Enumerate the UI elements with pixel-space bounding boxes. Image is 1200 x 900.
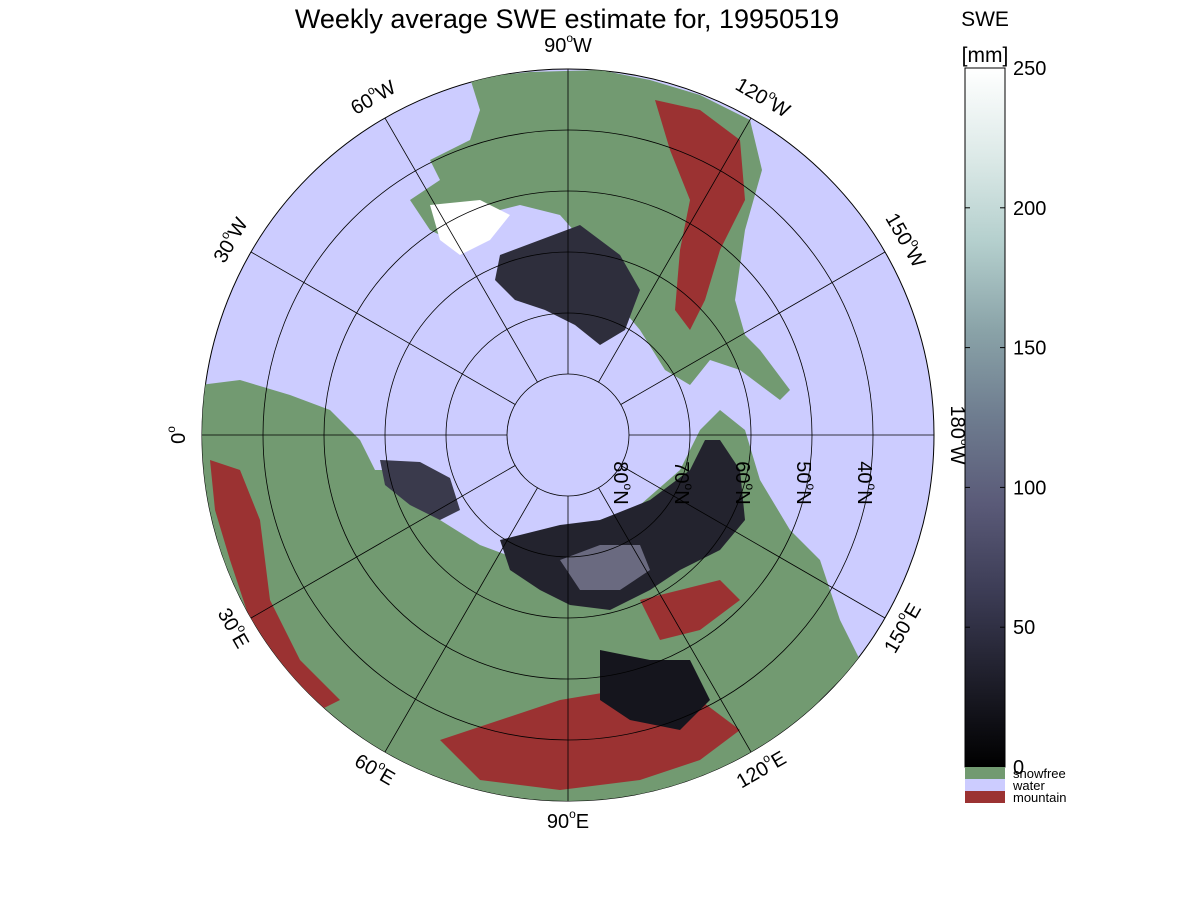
meridian-line (384, 117, 538, 383)
longitude-label: 90oW (544, 31, 592, 57)
category-label: mountain (1013, 790, 1066, 805)
meridian-line (620, 251, 886, 405)
colorbar-label-swe: SWE (961, 8, 1009, 31)
meridian-line (598, 117, 752, 383)
latitude-label: 60oN (731, 461, 757, 504)
colorbar-tick-label: 150 (1013, 338, 1046, 360)
snow-siberia (500, 440, 745, 610)
colorbar-tick-label: 200 (1013, 198, 1046, 220)
colorbar-ticks: 0 50 100 150 200 250 (965, 58, 1046, 779)
category-swatch (965, 779, 1005, 791)
landmass-greenland (495, 225, 640, 345)
colorbar-label-unit: [mm] (962, 44, 1009, 67)
longitude-label: 30oW (206, 212, 253, 267)
latitude-label: 50oN (792, 461, 818, 504)
graticule (202, 69, 934, 801)
mountain-rockies (655, 100, 745, 330)
map-title: Weekly average SWE estimate for, 1995051… (295, 4, 839, 34)
colorbar: SWE [mm] 0 50 100 150 200 250 snowfreewatermo… (961, 8, 1066, 805)
latitude-label: 70oN (670, 461, 696, 504)
colorbar-tick-label: 0 (1013, 757, 1024, 779)
land-layer (202, 70, 860, 801)
longitude-label: 60oW (345, 73, 400, 120)
polar-map: 90oW60oW30oW0o30oE60oE90oE120oE150oE180o… (164, 31, 972, 833)
category-swatch (965, 791, 1005, 803)
mountain-europe (210, 460, 340, 710)
snow-scandinavia (380, 460, 460, 520)
mountain-east-siberia (640, 580, 740, 640)
category-label: water (1012, 778, 1045, 793)
latitude-labels: 80oN 70oN 60oN 50oN 40oN (609, 461, 879, 504)
longitude-label: 90oE (547, 807, 589, 833)
latitude-label: 80oN (609, 461, 635, 504)
category-label: snowfree (1013, 766, 1066, 781)
category-swatch (965, 767, 1005, 779)
meridian-line (620, 465, 886, 619)
colorbar-tick-label: 100 (1013, 477, 1046, 499)
meridian-line (384, 487, 538, 753)
colorbar-tick-label: 50 (1013, 617, 1035, 639)
snow-east-asia (600, 650, 710, 730)
meridian-line (250, 251, 516, 405)
colorbar-gradient (964, 67, 1006, 768)
colorbar-tick-label: 250 (1013, 58, 1046, 80)
longitude-label: 0o (164, 426, 190, 444)
latitude-label: 40oN (853, 461, 879, 504)
snow-alaska (430, 200, 510, 255)
meridian-line (250, 465, 516, 619)
meridian-line (598, 487, 752, 753)
